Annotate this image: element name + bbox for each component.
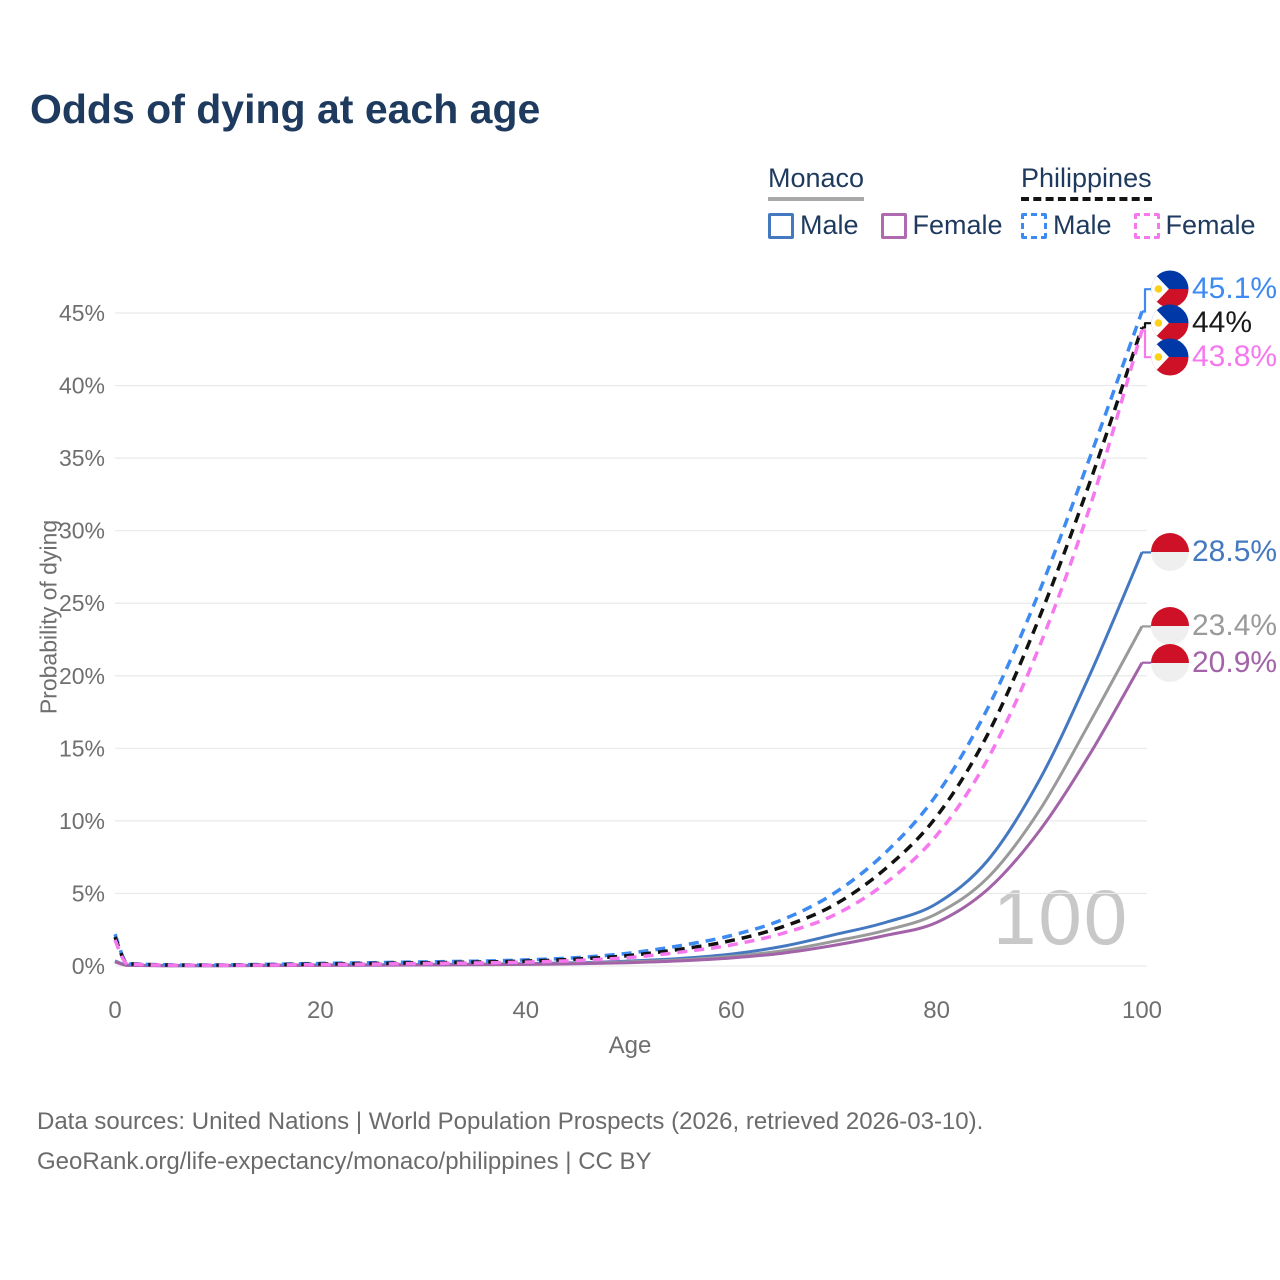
monaco-flag-icon [1151,533,1189,571]
legend-item-monaco-male[interactable]: Male [768,210,859,241]
legend-label-monaco-male: Male [800,210,859,240]
end-label-monaco-female: 20.9% [1151,644,1277,682]
x-tick-label: 20 [307,997,334,1024]
y-tick-label: 0% [72,953,105,979]
legend-header-philippines: Philippines [1021,163,1152,201]
series-line-philippines-both-sexes [113,326,1144,967]
y-tick-label: 30% [59,518,105,544]
y-tick-label: 20% [59,663,105,689]
monaco-flag-icon [1151,644,1189,682]
label-connector [1142,322,1151,329]
legend-item-philippines-female[interactable]: Female [1133,210,1256,241]
legend-items-philippines: Male Female [1021,210,1256,241]
y-tick-label: 5% [72,880,105,906]
end-label-value: 20.9% [1192,646,1278,679]
series-line-philippines-male [113,310,1144,967]
y-tick-label: 35% [59,445,105,471]
legend-label-monaco-female: Female [912,210,1003,240]
y-tick-label: 10% [59,808,105,834]
label-connector [1142,288,1151,313]
legend-items-monaco: Male Female [768,210,1003,241]
x-tick-label: 0 [108,997,121,1024]
series-line-monaco-both-sexes [114,625,1144,968]
y-tick-label: 25% [59,590,105,616]
mortality-line-chart: 0% 5% 10% 15% 20% 25% 30% 35% 40% 45% 0 20 40 60 80 100 [59,288,1162,1024]
label-connector [1142,329,1151,359]
end-label-philippines-female: 43.8% [1151,338,1277,376]
end-label-monaco-both: 23.4% [1151,607,1277,645]
philippines-flag-icon [1151,270,1189,308]
philippines-male-swatch-icon[interactable] [1021,212,1047,239]
page-title: Odds of dying at each age [30,86,541,132]
y-tick-label: 45% [59,300,105,326]
series-line-philippines-female [113,329,1144,968]
monaco-male-swatch-icon[interactable] [768,212,794,239]
legend-item-philippines-male[interactable]: Male [1021,210,1112,241]
attribution-text: GeoRank.org/life-expectancy/monaco/phili… [37,1148,652,1175]
monaco-female-swatch-icon[interactable] [880,212,907,239]
philippines-female-swatch-icon[interactable] [1133,212,1160,239]
legend-group-philippines: Philippines Male Female [1021,163,1256,241]
end-label-value: 23.4% [1192,609,1278,642]
philippines-flag-icon [1151,304,1189,342]
legend-item-monaco-female[interactable]: Female [880,210,1003,241]
x-tick-label: 80 [923,997,950,1024]
series-line-monaco-male [114,551,1144,968]
x-tick-label: 60 [718,997,745,1024]
end-label-value: 44% [1192,306,1253,339]
philippines-flag-icon [1151,338,1189,376]
end-label-value: 43.8% [1192,340,1278,373]
legend-label-philippines-male: Male [1053,210,1112,240]
x-tick-label: 100 [1122,997,1162,1024]
y-tick-label: 15% [59,735,105,761]
y-tick-label: 40% [59,373,105,399]
age-counter-watermark: 100 [993,873,1130,961]
end-label-value: 45.1% [1192,272,1278,305]
end-label-philippines-both: 44% [1151,304,1252,342]
end-label-philippines-male: 45.1% [1151,270,1277,308]
data-source-text: Data sources: United Nations | World Pop… [37,1108,984,1135]
end-label-value: 28.5% [1192,535,1278,568]
legend-label-philippines-female: Female [1165,210,1256,240]
x-tick-label: 40 [512,997,539,1024]
monaco-flag-icon [1151,607,1189,645]
legend-header-monaco: Monaco [768,163,865,201]
x-axis-title: Age [608,1032,652,1059]
legend-group-monaco: Monaco Male Female [768,163,1003,241]
end-label-monaco-male: 28.5% [1151,533,1277,571]
